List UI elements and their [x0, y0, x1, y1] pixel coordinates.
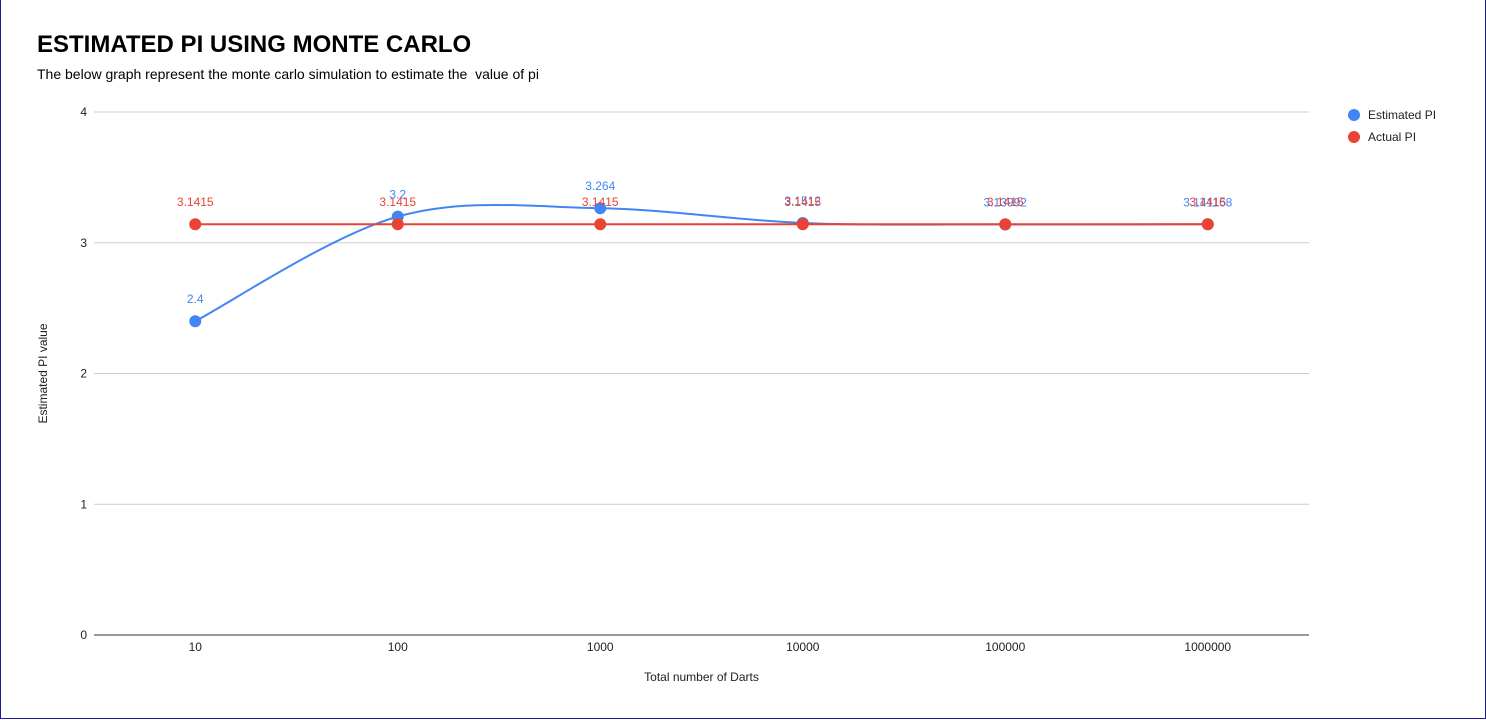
series-line-estimated-pi: [194, 203, 1208, 323]
data-point-actual-pi[interactable]: [796, 218, 809, 231]
legend-marker-actual-pi: [1348, 131, 1360, 143]
gridlines: [94, 111, 1309, 636]
data-label-actual-pi: 3.1415: [582, 195, 619, 209]
legend-item-estimated-pi[interactable]: Estimated PI: [1348, 104, 1436, 126]
chart-subtitle: The below graph represent the monte carl…: [37, 66, 539, 82]
x-tick-label: 10: [189, 640, 203, 654]
x-tick-label: 100000: [985, 640, 1025, 654]
data-label-estimated-pi: 3.141168: [1183, 195, 1232, 209]
data-point-actual-pi[interactable]: [391, 218, 404, 231]
series-lines: [194, 203, 1208, 323]
y-tick-label: 1: [80, 497, 87, 511]
legend-label-actual-pi: Actual PI: [1368, 130, 1417, 144]
y-tick-label: 2: [80, 367, 87, 381]
y-axis-label: Estimated PI value: [36, 323, 50, 423]
data-label-actual-pi: 3.1415: [987, 195, 1024, 209]
data-label-actual-pi: 3.1415: [1189, 195, 1226, 209]
x-tick-label: 1000: [587, 640, 614, 654]
series-points: [189, 202, 1214, 328]
data-point-estimated-pi[interactable]: [189, 315, 202, 328]
x-tick-label: 10000: [786, 640, 820, 654]
legend-marker-estimated-pi: [1348, 109, 1360, 121]
data-point-estimated-pi[interactable]: [594, 202, 607, 215]
data-label-estimated-pi: 3.1512: [784, 194, 821, 208]
x-axis-label: Total number of Darts: [644, 670, 759, 684]
data-point-actual-pi[interactable]: [999, 218, 1012, 231]
legend-label-estimated-pi: Estimated PI: [1368, 108, 1437, 122]
data-label-estimated-pi: 3.264: [585, 179, 615, 193]
legend: Estimated PI Actual PI: [1348, 104, 1436, 148]
x-tick-label: 1000000: [1184, 640, 1231, 654]
legend-item-actual-pi[interactable]: Actual PI: [1348, 126, 1436, 148]
data-label-actual-pi: 3.1415: [177, 195, 214, 209]
data-label-estimated-pi: 3.13992: [984, 195, 1028, 209]
data-point-actual-pi[interactable]: [594, 218, 607, 231]
y-tick-label: 4: [80, 105, 87, 119]
data-label-estimated-pi: 2.4: [187, 292, 204, 306]
x-tick-label: 100: [388, 640, 408, 654]
x-axis-ticks: 10 100 1000 10000 100000 1000000: [189, 640, 1232, 654]
y-axis-ticks: 0 1 2 3 4: [80, 105, 87, 642]
data-point-actual-pi[interactable]: [189, 218, 202, 231]
chart-title: ESTIMATED PI USING MONTE CARLO: [37, 31, 472, 58]
y-tick-label: 3: [80, 236, 87, 250]
data-point-actual-pi[interactable]: [1201, 218, 1214, 231]
data-label-actual-pi: 3.1415: [784, 195, 821, 209]
y-tick-label: 0: [80, 628, 87, 642]
data-label-estimated-pi: 3.2: [389, 188, 406, 202]
data-label-actual-pi: 3.1415: [379, 195, 416, 209]
